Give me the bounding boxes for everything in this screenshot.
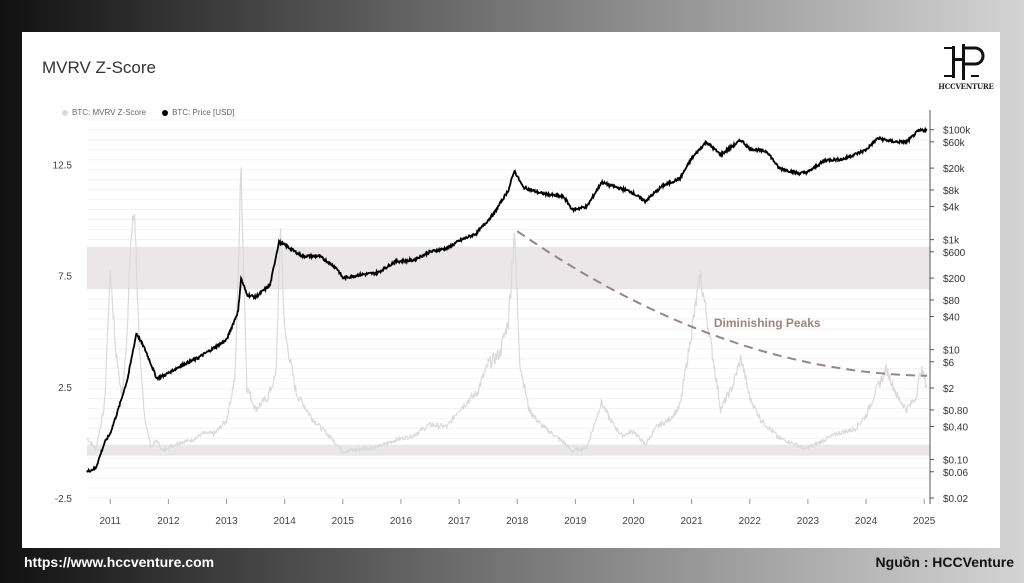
annotation-label: Diminishing Peaks: [714, 316, 821, 330]
chart-legend: BTC: MVRV Z-Score BTC: Price [USD]: [62, 108, 234, 117]
legend-item-price[interactable]: BTC: Price [USD]: [162, 108, 234, 117]
x-tick-label: 2023: [797, 516, 820, 527]
legend-dot-mvrv: [62, 109, 68, 116]
legend-dot-price: [162, 109, 169, 116]
y-right-tick-label: $1k: [943, 236, 960, 247]
x-tick-label: 2022: [739, 516, 762, 527]
x-tick-label: 2016: [390, 516, 413, 527]
y-right-tick-label: $20k: [943, 164, 966, 175]
y-right-tick-label: $100k: [943, 126, 971, 137]
highlight-band-1: [87, 444, 930, 456]
x-tick-label: 2019: [564, 516, 587, 527]
brand-logo: HCCVENTURE: [938, 42, 994, 92]
logo-text: HCCVENTURE: [938, 82, 994, 91]
y-right-tick-label: $8k: [943, 186, 960, 197]
logo-mark-icon: [944, 44, 985, 80]
footer-source: Nguồn : HCCVenture: [875, 554, 1014, 570]
y-right-tick-label: $0.06: [943, 468, 968, 479]
x-tick-label: 2024: [855, 516, 878, 527]
x-tick-label: 2018: [506, 516, 529, 527]
legend-label-price: BTC: Price [USD]: [172, 108, 235, 117]
y-right-tick-label: $200: [943, 274, 966, 285]
chart-card: MVRV Z-Score HCCVENTURE BTC: MVRV Z-Scor…: [22, 32, 1000, 548]
y-right-tick-label: $10: [943, 346, 960, 357]
y-left-tick-label: -2.5: [55, 494, 73, 505]
highlight-band-0: [87, 246, 930, 289]
y-right-tick-label: $60k: [943, 138, 966, 149]
y-right-tick-label: $6: [943, 358, 955, 369]
x-tick-label: 2025: [913, 516, 936, 527]
x-tick-label: 2012: [157, 516, 180, 527]
x-tick-label: 2017: [448, 516, 471, 527]
y-right-tick-label: $80: [943, 296, 960, 307]
y-right-tick-label: $4k: [943, 203, 960, 214]
x-tick-label: 2011: [99, 516, 121, 527]
chart-title: MVRV Z-Score: [42, 58, 156, 77]
series-line-mvrv-z-score: [86, 167, 928, 455]
x-tick-label: 2020: [622, 516, 645, 527]
y-right-tick-label: $0.80: [943, 406, 968, 417]
y-right-tick-label: $600: [943, 248, 966, 259]
trend-line-diminishing-peaks: [516, 230, 928, 377]
chart-plot: 12.5 7.5 2.5 -2.5 $100k$60k $20k $8k $4k $1k$600…: [53, 110, 971, 527]
legend-item-mvrv[interactable]: BTC: MVRV Z-Score: [62, 108, 146, 117]
y-right-tick-label: $0.40: [943, 422, 968, 433]
y-left-tick-label: 7.5: [58, 272, 72, 283]
y-right-tick-label: $0.10: [943, 456, 968, 467]
x-tick-label: 2015: [332, 516, 355, 527]
legend-label-mvrv: BTC: MVRV Z-Score: [72, 108, 147, 117]
x-tick-label: 2021: [681, 516, 704, 527]
y-left-tick-label: 2.5: [58, 383, 72, 394]
y-right-tick-label: $0.02: [943, 494, 968, 505]
series-line-btc-price: [86, 126, 928, 473]
x-tick-label: 2014: [274, 516, 297, 527]
y-right-tick-label: $2: [943, 384, 955, 395]
footer-website[interactable]: https://www.hccventure.com: [24, 554, 215, 570]
y-left-tick-label: 12.5: [53, 160, 73, 171]
y-right-tick-label: $40: [943, 313, 960, 324]
x-tick-label: 2013: [215, 516, 238, 527]
